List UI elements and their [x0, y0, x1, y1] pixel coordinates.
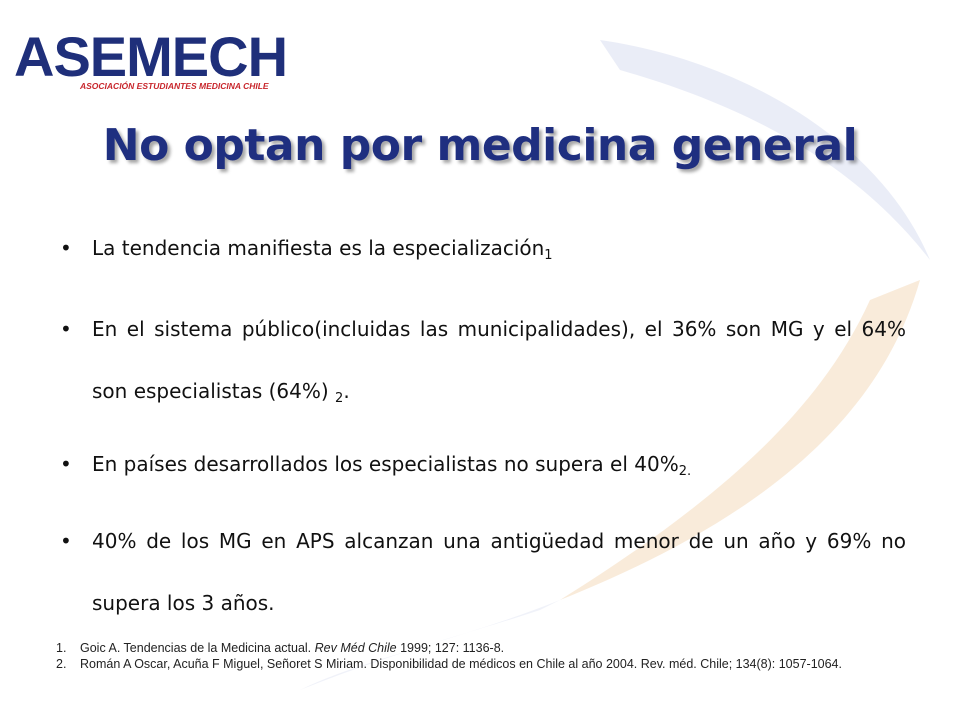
bullet-reference: 2 [335, 391, 344, 406]
bullet-text: 40% de los MG en APS alcanzan una antigü… [92, 529, 906, 615]
bullet-item: • En el sistema público(incluidas las mun… [60, 298, 906, 422]
bullet-text: En países desarrollados los especialista… [92, 452, 679, 476]
bullet-text: La tendencia manifiesta es la especializ… [92, 236, 545, 260]
bullet-reference: 1 [544, 248, 553, 263]
bullet-icon: • [60, 529, 72, 553]
bullet-icon: • [60, 452, 72, 476]
reference-item: 2. Román A Oscar, Acuña F Miguel, Señoret… [52, 656, 932, 672]
reference-number: 2. [56, 657, 67, 671]
bullet-item: • La tendencia manifiesta es la especiali… [60, 228, 906, 268]
bullet-tail: . [343, 379, 350, 403]
bullet-icon: • [60, 236, 72, 260]
bullet-list: • La tendencia manifiesta es la especiali… [60, 228, 906, 634]
bullet-item: • 40% de los MG en APS alcanzan una antig… [60, 510, 906, 634]
references-list: 1. Goic A. Tendencias de la Medicina actu… [52, 640, 932, 672]
reference-text: Román A Oscar, Acuña F Miguel, Señoret S… [80, 657, 842, 671]
bullet-text: En el sistema público(incluidas las muni… [92, 317, 906, 403]
reference-details: 1999; 127: 1136-8. [396, 641, 505, 655]
logo-subtitle: ASOCIACIÓN ESTUDIANTES MEDICINA CHILE [80, 81, 269, 91]
logo-text: ASEMECH [14, 25, 288, 88]
reference-number: 1. [56, 641, 67, 655]
reference-journal: Rev Méd Chile [314, 641, 397, 655]
asemech-logo: ASEMECH ASOCIACIÓN ESTUDIANTES MEDICINA … [14, 28, 288, 98]
bullet-icon: • [60, 317, 72, 341]
reference-item: 1. Goic A. Tendencias de la Medicina actu… [52, 640, 932, 656]
slide-title: No optan por medicina general [102, 120, 858, 171]
bullet-reference: 2. [678, 464, 692, 479]
bullet-item: • En países desarrollados los especialist… [60, 444, 906, 484]
reference-text: Goic A. Tendencias de la Medicina actual… [80, 641, 315, 655]
